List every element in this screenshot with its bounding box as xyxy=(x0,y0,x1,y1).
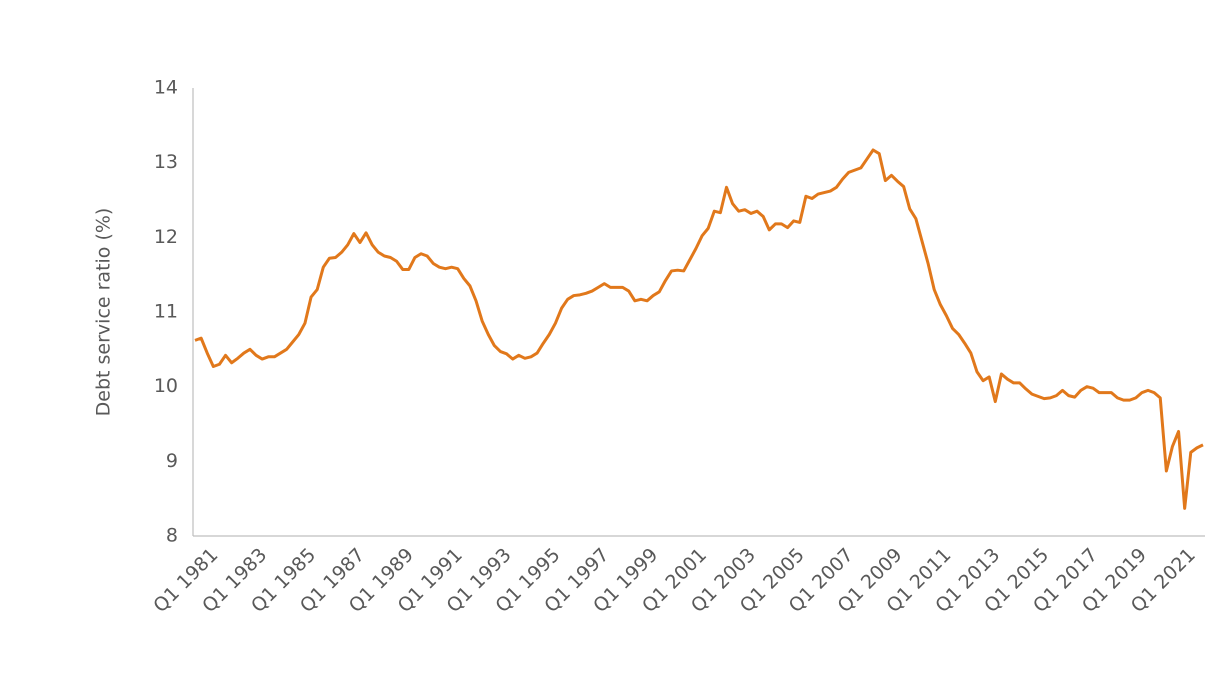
y-axis-label: Debt service ratio (%) xyxy=(93,208,115,417)
y-tick-label: 12 xyxy=(154,226,178,248)
y-tick-label: 10 xyxy=(154,375,178,397)
y-tick-label: 9 xyxy=(166,450,178,472)
data-line xyxy=(194,148,1204,510)
y-tick-label: 8 xyxy=(166,525,178,547)
y-tick-label: 14 xyxy=(154,77,178,99)
y-tick-label: 13 xyxy=(154,151,178,173)
y-tick-label: 11 xyxy=(154,301,178,323)
